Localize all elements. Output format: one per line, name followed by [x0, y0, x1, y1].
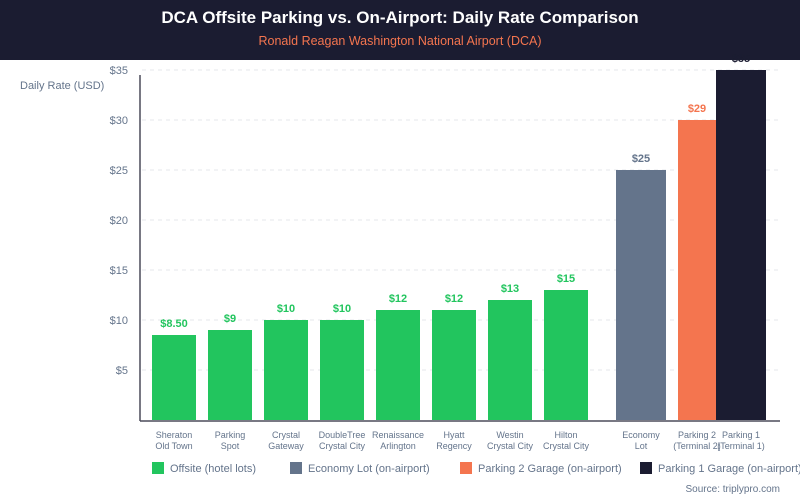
- bar: [616, 170, 666, 420]
- y-tick-label: $10: [110, 315, 128, 327]
- data-label: $29: [688, 103, 706, 115]
- x-tick-label: Spot: [221, 441, 240, 451]
- x-tick-label: Parking 2: [678, 430, 716, 440]
- x-tick-label: Old Town: [155, 441, 192, 451]
- chart-subtitle: Ronald Reagan Washington National Airpor…: [258, 34, 542, 48]
- legend-label: Parking 2 Garage (on-airport): [478, 463, 622, 475]
- bar: [152, 335, 196, 420]
- x-tick-label: Crystal City: [543, 441, 590, 451]
- bar: [208, 330, 252, 420]
- data-label: $9: [224, 313, 236, 325]
- x-tick-label: Crystal City: [319, 441, 366, 451]
- bar: [320, 320, 364, 420]
- data-label: $35: [732, 53, 750, 65]
- bar: [678, 120, 716, 420]
- legend-label: Offsite (hotel lots): [170, 463, 256, 475]
- data-label: $10: [277, 303, 295, 315]
- y-tick-label: $5: [116, 365, 128, 377]
- y-axis-label: Daily Rate (USD): [20, 80, 104, 92]
- data-label: $15: [557, 273, 575, 285]
- x-tick-label: Hyatt: [443, 430, 465, 440]
- x-tick-label: Parking 1: [722, 430, 760, 440]
- data-label: $8.50: [160, 318, 188, 330]
- source-note: Source: triplypro.com: [685, 484, 780, 495]
- legend-label: Parking 1 Garage (on-airport): [658, 463, 800, 475]
- bar: [264, 320, 308, 420]
- x-tick-label: (Terminal 2): [673, 441, 721, 451]
- bar: [432, 310, 476, 420]
- x-tick-label: Westin: [496, 430, 523, 440]
- x-tick-label: Arlington: [380, 441, 416, 451]
- x-tick-label: Hilton: [554, 430, 577, 440]
- x-tick-label: Gateway: [268, 441, 304, 451]
- x-tick-label: Crystal: [272, 430, 300, 440]
- legend-swatch: [152, 462, 164, 474]
- y-tick-label: $35: [110, 65, 128, 77]
- x-tick-label: Crystal City: [487, 441, 534, 451]
- x-tick-label: Regency: [436, 441, 472, 451]
- y-tick-label: $25: [110, 165, 128, 177]
- legend-label: Economy Lot (on-airport): [308, 463, 430, 475]
- bar: [376, 310, 420, 420]
- chart-header: DCA Offsite Parking vs. On-Airport: Dail…: [0, 0, 800, 60]
- data-label: $13: [501, 283, 519, 295]
- data-label: $12: [445, 293, 463, 305]
- y-tick-label: $15: [110, 265, 128, 277]
- x-tick-label: Sheraton: [156, 430, 193, 440]
- x-tick-label: Economy: [622, 430, 660, 440]
- data-label: $10: [333, 303, 351, 315]
- legend-swatch: [460, 462, 472, 474]
- x-tick-label: Lot: [635, 441, 648, 451]
- data-label: $25: [632, 153, 650, 165]
- y-tick-label: $20: [110, 215, 128, 227]
- x-tick-label: DoubleTree: [319, 430, 366, 440]
- legend-swatch: [290, 462, 302, 474]
- data-label: $12: [389, 293, 407, 305]
- x-tick-label: Parking: [215, 430, 246, 440]
- bar: [488, 300, 532, 420]
- x-tick-label: Renaissance: [372, 430, 424, 440]
- legend-swatch: [640, 462, 652, 474]
- bar: [716, 70, 766, 420]
- x-tick-label: (Terminal 1): [717, 441, 765, 451]
- y-tick-label: $30: [110, 115, 128, 127]
- bar: [544, 290, 588, 420]
- chart-title: DCA Offsite Parking vs. On-Airport: Dail…: [161, 8, 639, 27]
